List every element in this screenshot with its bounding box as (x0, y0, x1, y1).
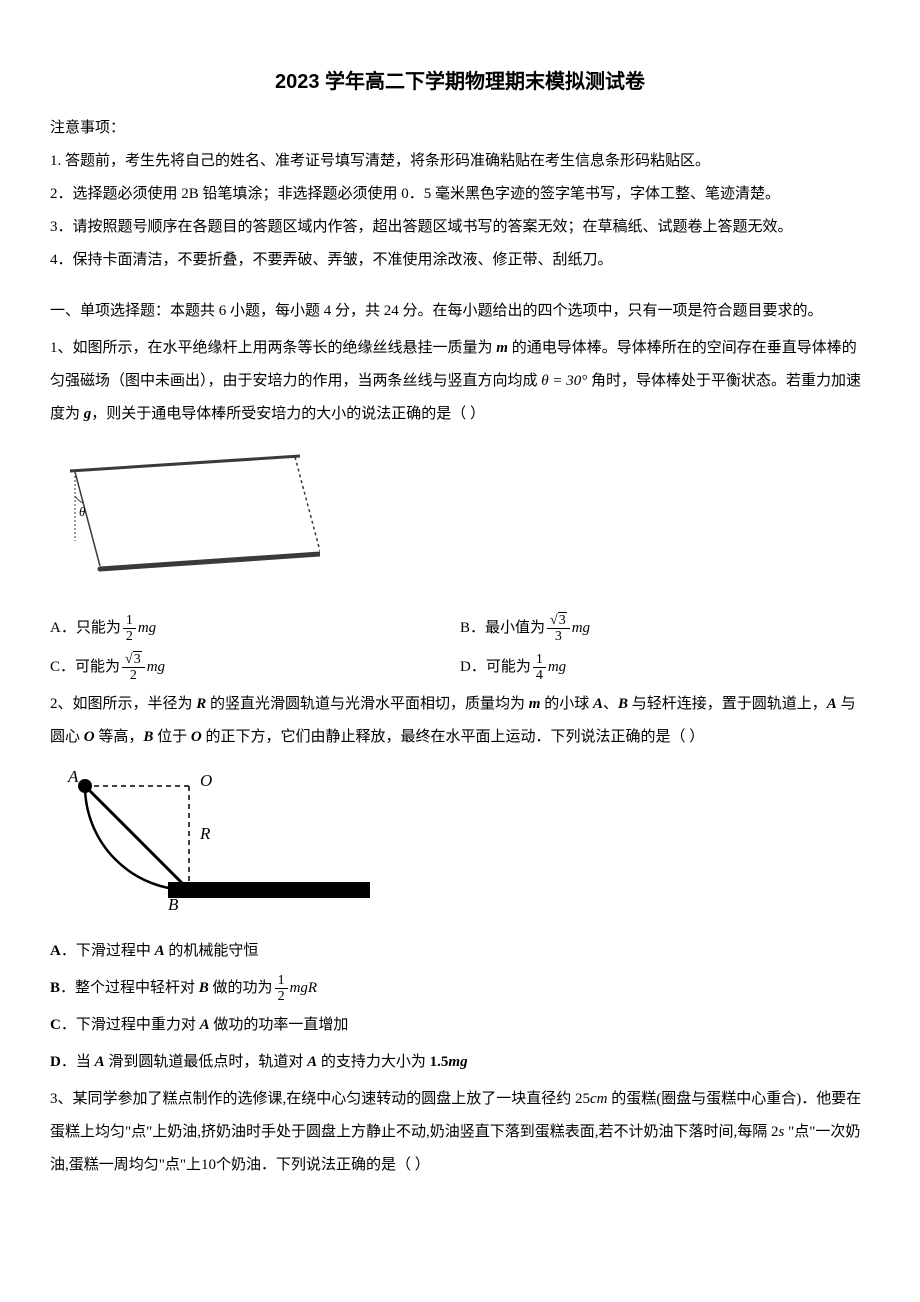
q2-t2: 的竖直光滑圆轨道与光滑水平面相切，质量均为 (206, 696, 529, 712)
q1-C-tail: mg (147, 659, 165, 675)
q1-D-fraction: 14 (533, 652, 546, 684)
q2-B1: B (618, 696, 628, 712)
instruction-4: 4．保持卡面清洁，不要折叠，不要弄破、弄皱，不准使用涂改液、修正带、刮纸刀。 (50, 244, 870, 277)
q2-option-A: A．下滑过程中 A 的机械能守恒 (50, 935, 870, 968)
q2-B-num: 1 (275, 973, 288, 989)
q2-t5: 与轻杆连接，置于圆轨道上， (628, 696, 827, 712)
q1-options-row-2: C．可能为32mg D．可能为14mg (50, 651, 870, 684)
q1-C-num: 3 (122, 652, 145, 668)
q1-text-4: ，则关于通电导体棒所受安培力的大小的说法正确的是（ ） (91, 406, 485, 422)
q3-cm: cm (590, 1091, 608, 1107)
q1-option-D: D．可能为14mg (460, 651, 870, 684)
q2-t4: 、 (603, 696, 618, 712)
q2-t8: 位于 (153, 729, 191, 745)
q2-A1: A (593, 696, 603, 712)
q2-t3: 的小球 (540, 696, 593, 712)
section-1-header: 一、单项选择题：本题共 6 小题，每小题 4 分，共 24 分。在每小题给出的四… (50, 295, 870, 328)
q2-B-fraction: 12 (275, 973, 288, 1005)
q2-fig-R: R (199, 824, 211, 843)
q2-t1: 2、如图所示，半径为 (50, 696, 196, 712)
q1-D-den: 4 (533, 668, 546, 683)
q2-option-D: D．当 A 滑到圆轨道最低点时，轨道对 A 的支持力大小为 1.5mg (50, 1046, 870, 1079)
svg-text:θ: θ (79, 504, 86, 519)
q2-option-C: C．下滑过程中重力对 A 做功的功率一直增加 (50, 1009, 870, 1042)
instruction-2: 2．选择题必须使用 2B 铅笔填涂；非选择题必须使用 0．5 毫米黑色字迹的签字… (50, 178, 870, 211)
q2-fig-A: A (67, 767, 79, 786)
q1-A-label: A．只能为 (50, 620, 121, 636)
q2-O2: O (191, 729, 202, 745)
q2-fig-O: O (200, 771, 212, 790)
q2-A-text: A．下滑过程中 A 的机械能守恒 (50, 943, 258, 959)
q1-options-row-1: A．只能为12mg B．最小值为33mg (50, 612, 870, 645)
q2-O1: O (84, 729, 95, 745)
q1-A-den: 2 (123, 629, 136, 644)
q2-figure: A O R B (50, 764, 870, 925)
q1-D-label: D．可能为 (460, 659, 531, 675)
q3-stem: 3、某同学参加了糕点制作的选修课,在绕中心匀速转动的圆盘上放了一块直径约 25c… (50, 1083, 870, 1182)
q1-m: m (496, 340, 508, 356)
q1-figure: θ (50, 441, 870, 602)
q1-stem: 1、如图所示，在水平绝缘杆上用两条等长的绝缘丝线悬挂一质量为 m 的通电导体棒。… (50, 332, 870, 431)
q2-m: m (529, 696, 541, 712)
q1-B-fraction: 33 (547, 613, 570, 645)
q1-D-tail: mg (548, 659, 566, 675)
q1-C-label: C．可能为 (50, 659, 120, 675)
q2-t9: 的正下方，它们由静止释放，最终在水平面上运动．下列说法正确的是（ ） (202, 729, 705, 745)
q2-B-den: 2 (275, 989, 288, 1004)
instruction-3: 3．请按照题号顺序在各题目的答题区域内作答，超出答题区域书写的答案无效；在草稿纸… (50, 211, 870, 244)
q1-A-fraction: 12 (123, 613, 136, 645)
q1-B-label: B．最小值为 (460, 620, 545, 636)
q1-B-tail: mg (572, 620, 590, 636)
q1-C-fraction: 32 (122, 652, 145, 684)
q1-C-den: 2 (122, 668, 145, 683)
q2-stem: 2、如图所示，半径为 R 的竖直光滑圆轨道与光滑水平面相切，质量均为 m 的小球… (50, 688, 870, 754)
q2-B2: B (143, 729, 153, 745)
q2-t7: 等高， (95, 729, 144, 745)
q2-B-tail: mgR (290, 980, 318, 996)
q1-D-num: 1 (533, 652, 546, 668)
q1-theta: θ = 30° (541, 373, 587, 389)
q2-fig-B: B (168, 895, 179, 912)
q1-text-1: 1、如图所示，在水平绝缘杆上用两条等长的绝缘丝线悬挂一质量为 (50, 340, 496, 356)
instruction-1: 1. 答题前，考生先将自己的姓名、准考证号填写清楚，将条形码准确粘贴在考生信息条… (50, 145, 870, 178)
q1-A-tail: mg (138, 620, 156, 636)
q2-A2: A (827, 696, 837, 712)
q1-option-B: B．最小值为33mg (460, 612, 870, 645)
instructions-header: 注意事项： (50, 112, 870, 145)
q1-A-num: 1 (123, 613, 136, 629)
q1-option-A: A．只能为12mg (50, 612, 460, 645)
q1-B-num: 3 (547, 613, 570, 629)
q1-B-den: 3 (547, 629, 570, 644)
document-title: 2023 学年高二下学期物理期末模拟测试卷 (50, 60, 870, 104)
q3-t1: 3、某同学参加了糕点制作的选修课,在绕中心匀速转动的圆盘上放了一块直径约 25 (50, 1091, 590, 1107)
q2-option-B: B．整个过程中轻杆对 B 做的功为12mgR (50, 972, 870, 1005)
q2-R: R (196, 696, 206, 712)
q1-option-C: C．可能为32mg (50, 651, 460, 684)
